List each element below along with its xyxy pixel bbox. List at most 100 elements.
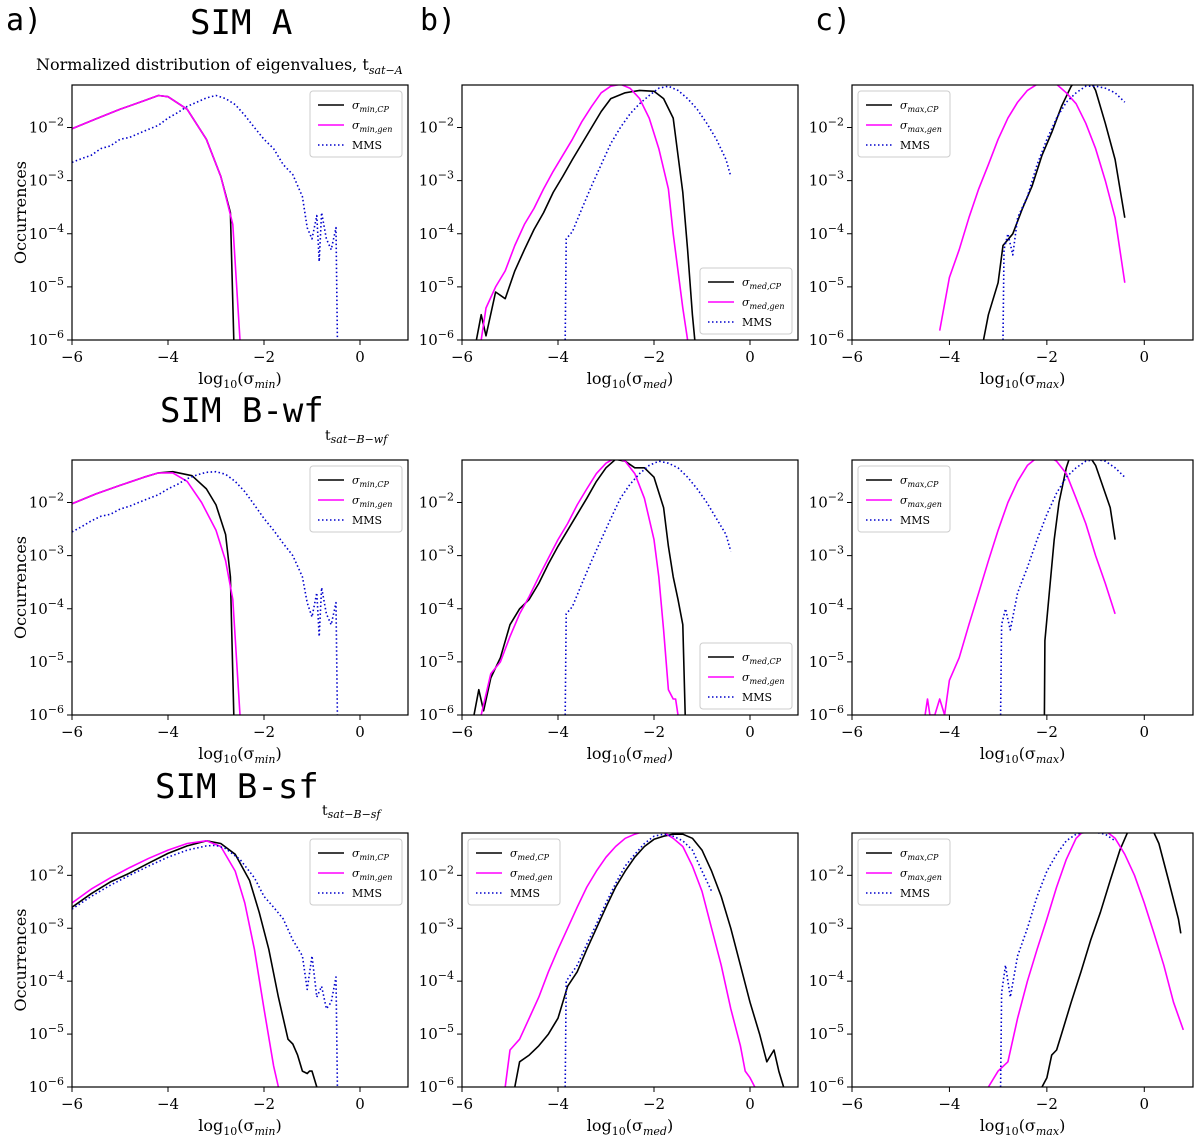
- legend-label-cp: σmed,CP: [742, 276, 782, 291]
- x-axis-label-paren: (σ: [237, 369, 254, 388]
- legend-label-mms: MMS: [352, 887, 382, 900]
- y-tick-label: 10−4: [29, 969, 64, 990]
- y-tick-base: 10: [419, 1078, 438, 1096]
- x-axis-label-sub: max: [1036, 1125, 1060, 1138]
- y-tick-exp: −6: [48, 1075, 64, 1088]
- y-tick-exp: −3: [48, 916, 64, 929]
- x-tick-label: 0: [745, 1095, 755, 1113]
- legend-label-mms: MMS: [352, 514, 382, 527]
- series-group: [924, 460, 1126, 715]
- x-axis-label-log: log: [980, 369, 1005, 388]
- y-tick-base: 10: [29, 866, 48, 884]
- series-group: [72, 94, 339, 340]
- y-tick-base: 10: [809, 1078, 828, 1096]
- x-tick-label: 0: [355, 1095, 365, 1113]
- series-line-mms: [1002, 85, 1126, 340]
- legend-sigma: σ: [352, 867, 360, 880]
- legend-sigma: σ: [352, 99, 360, 112]
- axis-frame: [71, 459, 409, 716]
- y-tick-label: 10−6: [809, 328, 844, 349]
- y-tick-base: 10: [419, 119, 438, 137]
- chart-panel-2-0: −6 −4 −2 010−610−510−410−310−2log10(σmin)Oc…: [11, 832, 409, 1138]
- row-subtitle-sim-b-wf-sub: sat−B−wf: [331, 433, 390, 446]
- series-group: [72, 470, 339, 715]
- y-tick-label: 10−5: [809, 275, 844, 296]
- y-tick-label: 10−4: [29, 597, 64, 618]
- legend-label-mms: MMS: [900, 514, 930, 527]
- series-line-gen: [987, 833, 1185, 1087]
- y-tick-label: 10−4: [29, 222, 64, 243]
- axis-frame: [461, 832, 799, 1088]
- legend-sigma: σ: [900, 847, 908, 860]
- y-tick-exp: −5: [48, 275, 64, 288]
- y-tick-base: 10: [419, 653, 438, 671]
- y-tick-exp: −3: [828, 169, 844, 182]
- y-tick-label: 10−3: [419, 916, 454, 937]
- y-tick-exp: −2: [48, 491, 64, 504]
- panel-letter-c: c): [815, 3, 851, 38]
- legend-label-gen: σmin,gen: [352, 867, 392, 882]
- y-tick-base: 10: [809, 225, 828, 243]
- x-axis-label: log10(σmed): [587, 369, 673, 391]
- y-tick-base: 10: [29, 331, 48, 349]
- legend-label-gen: σmed,gen: [742, 296, 785, 311]
- y-tick-label: 10−4: [809, 222, 844, 243]
- row-subtitle-sim-b-wf: tsat−B−wf: [325, 428, 389, 446]
- x-axis-label-log: log: [587, 369, 612, 388]
- y-axis-label: Occurrences: [11, 536, 30, 639]
- x-axis-label-log: log: [198, 1116, 223, 1135]
- y-tick-label: 10−3: [419, 544, 454, 565]
- y-tick-base: 10: [419, 278, 438, 296]
- y-tick-exp: −2: [828, 491, 844, 504]
- legend: σmed,CP σmed,gen MMS: [699, 267, 793, 335]
- y-tick-base: 10: [29, 119, 48, 137]
- y-tick-base: 10: [29, 278, 48, 296]
- legend-label-gen: σmax,gen: [900, 494, 942, 509]
- x-axis-label: log10(σmin): [198, 1116, 281, 1138]
- y-tick-base: 10: [29, 1025, 48, 1043]
- axis-frame: [71, 84, 409, 341]
- legend-box: [699, 642, 793, 710]
- y-tick-base: 10: [29, 919, 48, 937]
- x-tick-label: −4: [157, 1095, 179, 1113]
- legend-sub: max,gen: [908, 873, 942, 882]
- x-tick-label: 0: [1140, 348, 1150, 366]
- x-axis-label-log: log: [198, 744, 223, 763]
- legend-label-mms: MMS: [742, 316, 772, 329]
- legend-box: [699, 267, 793, 335]
- x-tick-label: −2: [643, 723, 665, 741]
- series-line-gen: [72, 94, 241, 340]
- series-line-cp: [475, 89, 696, 340]
- y-tick-base: 10: [809, 600, 828, 618]
- y-tick-label: 10−6: [29, 328, 64, 349]
- x-tick-label: −6: [61, 348, 83, 366]
- x-tick-label: −2: [1036, 723, 1058, 741]
- y-tick-base: 10: [809, 919, 828, 937]
- x-axis-label-log: log: [587, 744, 612, 763]
- x-axis-label-ten: 10: [612, 1125, 626, 1138]
- legend-label-cp: σmin,CP: [352, 474, 389, 489]
- y-tick-exp: −4: [48, 222, 64, 235]
- x-tick-label: −6: [451, 1095, 473, 1113]
- chart-panel-0-1: −6 −4 −2 010−610−510−410−310−2log10(σmed)σm…: [419, 84, 799, 391]
- y-tick-exp: −5: [438, 1022, 454, 1035]
- series-line-cp: [72, 94, 235, 340]
- legend-box: [857, 838, 951, 906]
- series-group: [987, 833, 1185, 1087]
- x-tick-label: −4: [547, 723, 569, 741]
- y-tick-base: 10: [29, 706, 48, 724]
- y-tick-label: 10−5: [419, 650, 454, 671]
- series-line-gen: [504, 833, 756, 1087]
- y-tick-label: 10−2: [809, 863, 844, 884]
- y-tick-exp: −6: [828, 1075, 844, 1088]
- y-tick-exp: −3: [438, 916, 454, 929]
- legend-label-gen: σmed,gen: [742, 671, 785, 686]
- y-tick-exp: −2: [438, 863, 454, 876]
- y-tick-exp: −6: [828, 703, 844, 716]
- y-tick-label: 10−4: [419, 969, 454, 990]
- y-tick-label: 10−2: [419, 491, 454, 512]
